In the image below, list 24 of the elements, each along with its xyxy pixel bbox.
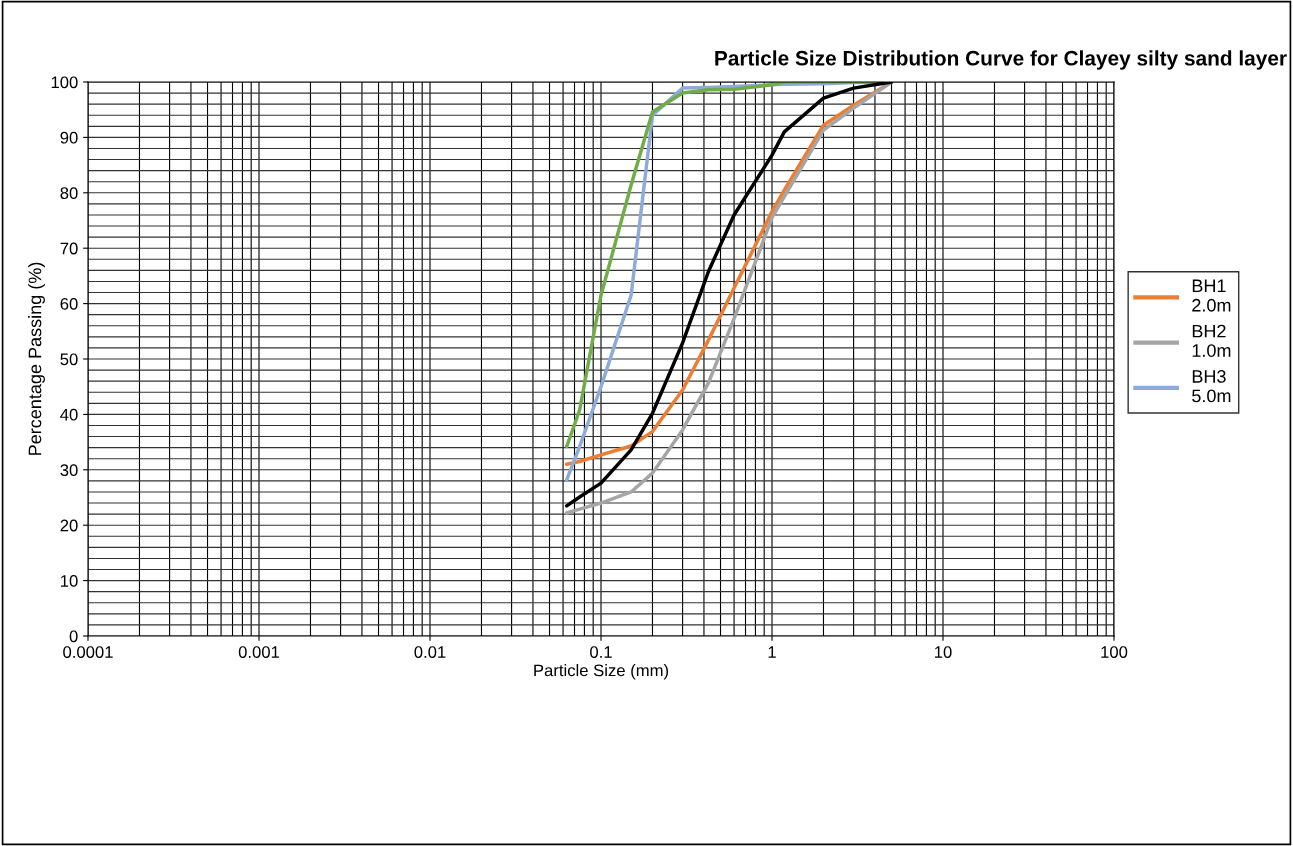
- x-tick-label: 0.01: [414, 646, 446, 658]
- legend-label: BH2 1.0m: [1192, 324, 1231, 357]
- y-tick-label: 10: [61, 575, 78, 587]
- y-tick-label: 50: [60, 353, 78, 366]
- y-tick-label: 90: [60, 131, 78, 144]
- x-tick-label: 0.1: [590, 646, 612, 658]
- y-tick-label: 100: [51, 76, 78, 89]
- x-tick-label: 0.0001: [63, 646, 113, 658]
- x-tick-label: 10: [935, 646, 952, 658]
- y-tick-label: 0: [69, 630, 78, 643]
- chart-title: Particle Size Distribution Curve for Clayey silty sand layer: [715, 50, 1287, 70]
- legend-label: BH1 2.0m: [1192, 279, 1231, 312]
- legend-label: BH3 5.0m: [1192, 370, 1231, 403]
- y-tick-label: 40: [60, 408, 78, 421]
- x-tick-label: 0.001: [238, 646, 280, 658]
- x-tick-label: 1: [768, 646, 776, 658]
- y-tick-label: 70: [60, 242, 78, 255]
- x-axis-title: Particle Size (mm): [534, 664, 669, 680]
- y-tick-label: 30: [60, 464, 78, 476]
- y-tick-label: 60: [60, 298, 78, 310]
- y-tick-label: 80: [60, 187, 78, 199]
- y-tick-label: 20: [60, 519, 78, 532]
- x-tick-label: 100: [1101, 646, 1128, 658]
- y-axis-title: Percentage Passing (%): [28, 262, 45, 455]
